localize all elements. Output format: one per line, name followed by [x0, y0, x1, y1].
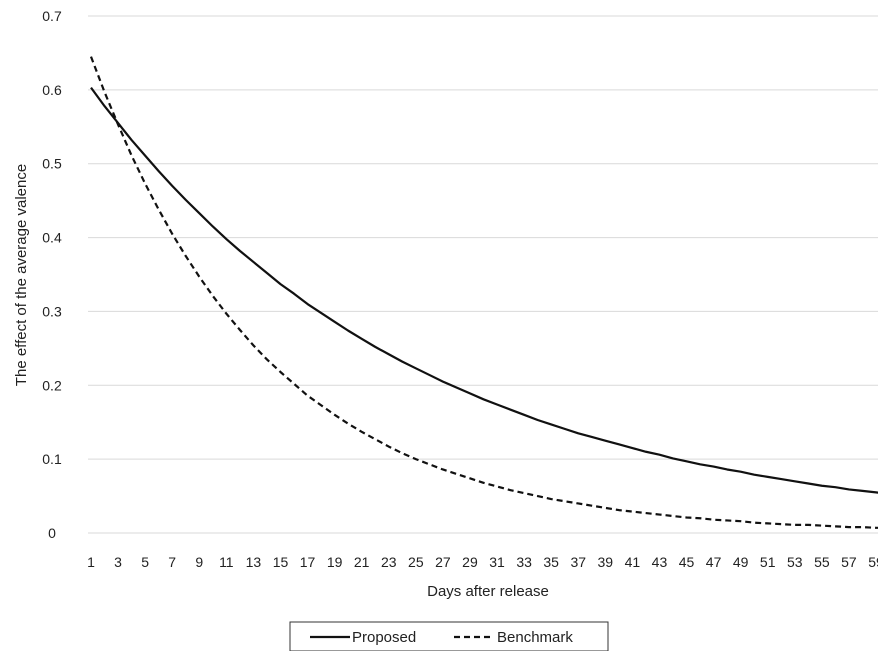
y-tick-label: 0.3 [42, 303, 62, 319]
x-tick-label: 39 [598, 554, 614, 570]
legend-label-proposed: Proposed [352, 629, 416, 646]
x-tick-label: 31 [489, 554, 505, 570]
x-tick-label: 33 [516, 554, 532, 570]
y-tick-label: 0.1 [42, 451, 62, 467]
series-line-benchmark [89, 56, 878, 529]
x-tick-label: 59 [868, 554, 878, 570]
y-axis-title: The effect of the average valence [13, 164, 30, 386]
x-tick-label: 51 [760, 554, 776, 570]
x-tick-label: 11 [219, 554, 234, 570]
x-tick-label: 15 [273, 554, 289, 570]
series-lines [89, 56, 878, 529]
y-tick-label: 0.4 [42, 230, 62, 246]
y-tick-label: 0.2 [42, 377, 62, 393]
x-tick-label: 19 [327, 554, 343, 570]
x-tick-label: 29 [462, 554, 478, 570]
series-line-proposed [90, 86, 878, 494]
x-tick-label: 25 [408, 554, 424, 570]
x-tick-label: 41 [625, 554, 641, 570]
y-tick-label: 0.7 [42, 8, 62, 24]
x-tick-label: 57 [841, 554, 857, 570]
x-tick-label: 37 [570, 554, 586, 570]
x-tick-label: 43 [652, 554, 668, 570]
gridlines [88, 15, 878, 534]
x-axis-ticks: 1 3 5 7 9 11 13 15 17 19 21 23 25 27 29 31 33 35 37 39 41 43 4… [87, 554, 878, 570]
x-tick-label: 3 [114, 554, 122, 570]
x-tick-label: 49 [733, 554, 749, 570]
x-tick-label: 47 [706, 554, 722, 570]
x-tick-label: 23 [381, 554, 397, 570]
y-tick-label: 0.6 [42, 82, 62, 98]
x-tick-label: 35 [543, 554, 559, 570]
x-tick-label: 17 [300, 554, 316, 570]
x-tick-label: 21 [354, 554, 370, 570]
x-axis-title: Days after release [427, 583, 549, 600]
legend-box [289, 621, 609, 651]
x-tick-label: 7 [168, 554, 176, 570]
x-tick-label: 9 [195, 554, 203, 570]
x-tick-label: 45 [679, 554, 695, 570]
x-tick-label: 5 [141, 554, 149, 570]
x-tick-label: 13 [246, 554, 262, 570]
legend: Proposed Benchmark [289, 621, 609, 651]
x-tick-label: 1 [87, 554, 95, 570]
x-tick-label: 53 [787, 554, 803, 570]
x-tick-label: 55 [814, 554, 830, 570]
y-tick-label: 0.5 [42, 156, 62, 172]
y-axis-ticks: 0 0.1 0.2 0.3 0.4 0.5 0.6 0.7 [42, 8, 62, 541]
legend-label-benchmark: Benchmark [497, 629, 573, 646]
y-tick-label: 0 [48, 525, 56, 541]
x-tick-label: 27 [435, 554, 451, 570]
